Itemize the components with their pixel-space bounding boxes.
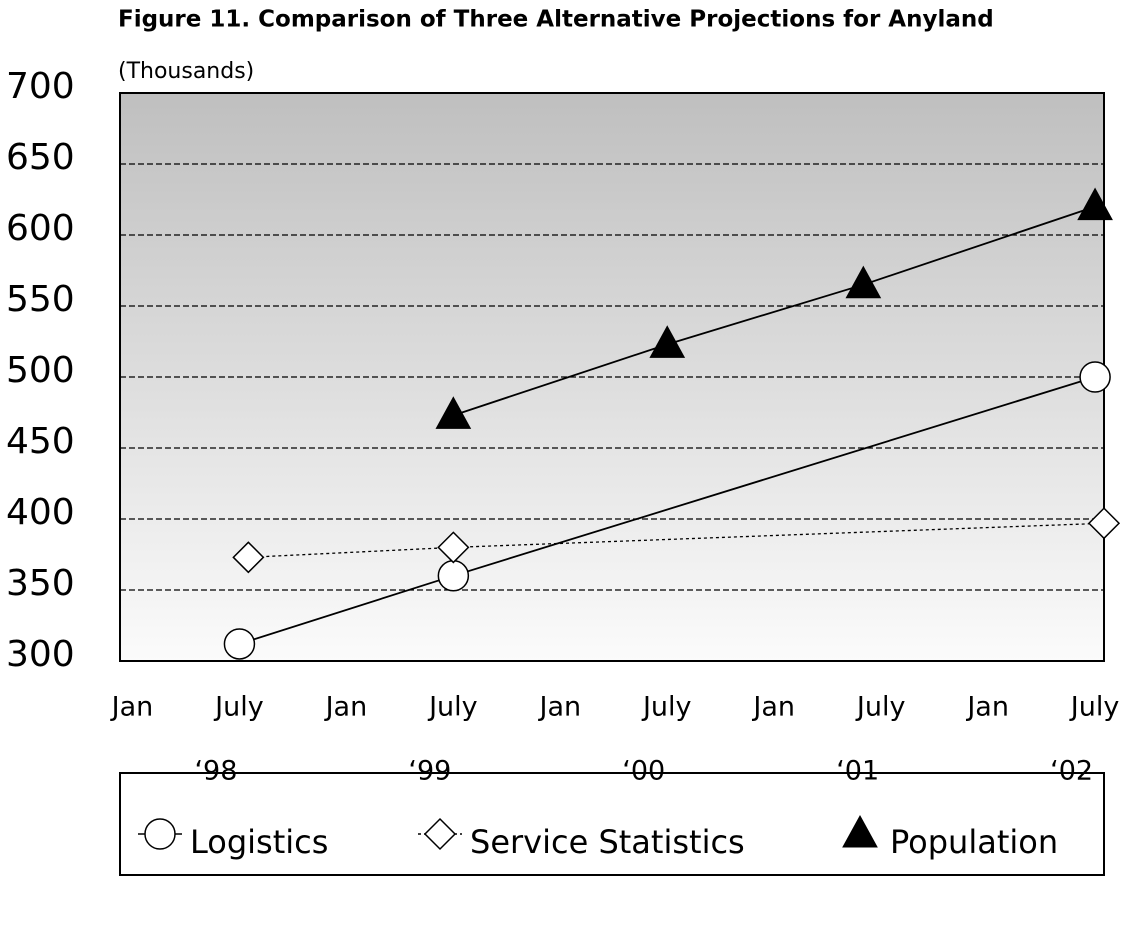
y-tick-label: 500 [6, 350, 75, 391]
year-label: ‘00 [622, 756, 665, 787]
x-tick-label: July [427, 692, 478, 723]
x-tick-label: Jan [537, 692, 581, 723]
marker-circle [144, 818, 176, 850]
year-label: ‘99 [408, 756, 451, 787]
y-tick-label: 700 [6, 66, 75, 107]
x-tick-label: July [1069, 692, 1120, 723]
marker-triangle [435, 396, 472, 429]
marker-diamond [437, 531, 470, 564]
legend-box [119, 772, 1105, 876]
marker-circle [223, 628, 256, 660]
x-tick-label: Jan [110, 692, 154, 723]
year-label: ‘01 [836, 756, 879, 787]
x-tick-label: Jan [324, 692, 368, 723]
marker-diamond [1087, 507, 1121, 540]
y-tick-label: 400 [6, 492, 75, 533]
year-label: ‘02 [1050, 756, 1093, 787]
series-line [453, 205, 1096, 417]
x-tick-label: July [641, 692, 692, 723]
y-tick-label: 450 [6, 421, 75, 462]
x-tick-label: July [213, 692, 264, 723]
y-tick-label: 350 [6, 563, 75, 604]
legend-label: Service Statistics [470, 823, 745, 861]
x-tick-label: July [855, 692, 906, 723]
chart-title: Figure 11. Comparison of Three Alternati… [118, 7, 994, 33]
x-tick-label: Jan [965, 692, 1009, 723]
marker-diamond [423, 817, 457, 851]
y-tick-label: 650 [6, 137, 75, 178]
y-axis-label: (Thousands) [118, 59, 254, 84]
marker-triangle [845, 265, 882, 299]
marker-circle [437, 560, 470, 592]
marker-diamond [232, 541, 265, 574]
y-tick-label: 300 [6, 634, 75, 675]
marker-triangle [842, 814, 878, 848]
marker-circle [1079, 361, 1111, 393]
year-label: ‘98 [194, 756, 237, 787]
marker-triangle [649, 325, 686, 358]
y-tick-label: 550 [6, 279, 75, 320]
marker-triangle [1077, 187, 1113, 221]
x-tick-label: Jan [751, 692, 795, 723]
y-tick-label: 600 [6, 208, 75, 249]
legend-label: Population [890, 823, 1058, 861]
legend-label: Logistics [190, 823, 328, 861]
